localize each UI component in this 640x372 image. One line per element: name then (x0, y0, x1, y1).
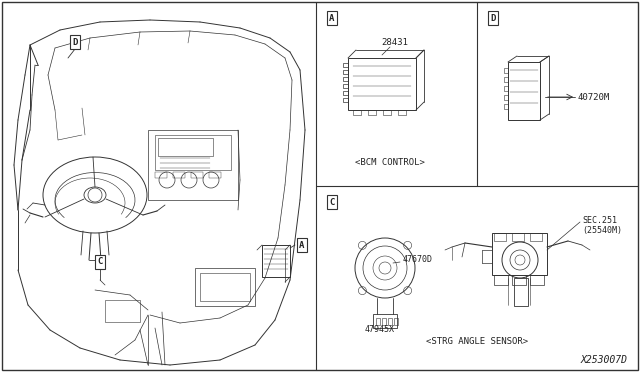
Bar (398, 110, 406, 115)
Bar (504, 86, 508, 91)
Bar (368, 110, 376, 115)
Text: A: A (330, 13, 335, 22)
Bar (382, 318, 386, 325)
Text: 47670D: 47670D (403, 256, 433, 264)
Bar (209, 172, 221, 178)
Text: 28431: 28431 (381, 38, 408, 46)
Text: C: C (97, 257, 102, 266)
Text: 40720M: 40720M (578, 93, 611, 102)
Bar (494, 275, 508, 285)
Bar (504, 68, 508, 73)
Text: <BCM CONTROL>: <BCM CONTROL> (355, 157, 425, 167)
Bar (173, 172, 185, 178)
Bar (394, 318, 398, 325)
Bar (195, 268, 255, 306)
Bar (348, 58, 416, 110)
Text: 47945X: 47945X (365, 326, 395, 334)
Bar (512, 275, 526, 285)
Bar (343, 98, 348, 102)
Text: A: A (300, 241, 305, 250)
Text: <STRG ANGLE SENSOR>: <STRG ANGLE SENSOR> (426, 337, 528, 346)
Bar (514, 278, 528, 306)
Text: C: C (330, 198, 335, 206)
Bar (388, 318, 392, 325)
Bar (376, 318, 380, 325)
Bar (494, 233, 506, 241)
Bar (343, 77, 348, 81)
Bar (343, 84, 348, 88)
Bar (504, 77, 508, 82)
Bar (155, 172, 167, 178)
Bar (200, 273, 250, 301)
Bar (191, 172, 203, 178)
Bar (508, 62, 540, 120)
Bar (383, 110, 391, 115)
Bar (105, 300, 140, 322)
Bar (504, 104, 508, 109)
Bar (530, 275, 544, 285)
Text: D: D (72, 38, 77, 46)
Bar (353, 110, 361, 115)
Bar (504, 95, 508, 100)
Text: X253007D: X253007D (581, 355, 628, 365)
Bar (155, 135, 231, 170)
Text: (25540M): (25540M) (582, 225, 622, 234)
Bar (492, 233, 547, 275)
Bar (373, 314, 397, 328)
Bar (148, 130, 238, 200)
Bar (343, 63, 348, 67)
Text: D: D (490, 13, 496, 22)
Bar (512, 233, 524, 241)
Text: SEC.251: SEC.251 (582, 215, 617, 224)
Bar (343, 70, 348, 74)
Bar (530, 233, 542, 241)
Bar (343, 91, 348, 95)
Bar (262, 245, 290, 277)
Bar (158, 138, 213, 156)
